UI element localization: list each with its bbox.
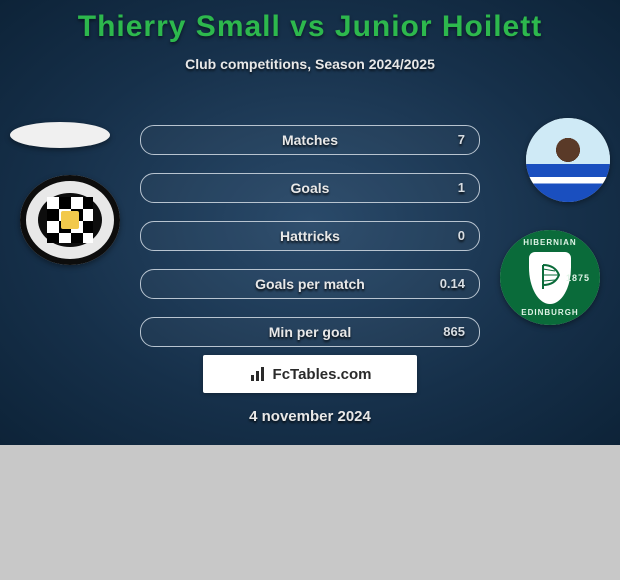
page-subtitle: Club competitions, Season 2024/2025 — [0, 56, 620, 72]
stat-label: Min per goal — [141, 318, 479, 346]
stat-row: Goals 1 — [140, 173, 480, 203]
player1-club-crest — [20, 175, 120, 265]
crest-year: 1875 — [566, 273, 590, 283]
stat-row: Matches 7 — [140, 125, 480, 155]
hibernian-crest-icon: HIBERNIAN 1875 EDINBURGH — [500, 230, 600, 325]
stat-label: Goals — [141, 174, 479, 202]
stat-label: Matches — [141, 126, 479, 154]
stat-row: Min per goal 865 — [140, 317, 480, 347]
stat-row: Hattricks 0 — [140, 221, 480, 251]
player2-club-crest: HIBERNIAN 1875 EDINBURGH — [500, 230, 600, 325]
stats-rows: Matches 7 Goals 1 Hattricks 0 Goals per … — [140, 125, 480, 365]
stat-label: Hattricks — [141, 222, 479, 250]
stat-value: 0 — [458, 222, 465, 250]
crest-text-top: HIBERNIAN — [523, 238, 576, 247]
harp-icon — [537, 263, 563, 293]
crest-text-bottom: EDINBURGH — [521, 308, 578, 317]
stat-label: Goals per match — [141, 270, 479, 298]
date-label: 4 november 2024 — [0, 408, 620, 425]
page-title: Thierry Small vs Junior Hoilett — [0, 0, 620, 44]
fctables-link[interactable]: FcTables.com — [203, 355, 417, 393]
stmirren-crest-icon — [20, 175, 120, 265]
comparison-card: Thierry Small vs Junior Hoilett Club com… — [0, 0, 620, 445]
stat-row: Goals per match 0.14 — [140, 269, 480, 299]
player2-photo-icon — [526, 118, 610, 202]
player1-avatar — [10, 122, 110, 148]
stat-value: 1 — [458, 174, 465, 202]
stat-value: 0.14 — [440, 270, 465, 298]
barchart-icon — [249, 366, 267, 382]
stat-value: 7 — [458, 126, 465, 154]
brand-label: FcTables.com — [273, 366, 372, 383]
stat-value: 865 — [443, 318, 465, 346]
player2-avatar — [526, 118, 610, 202]
